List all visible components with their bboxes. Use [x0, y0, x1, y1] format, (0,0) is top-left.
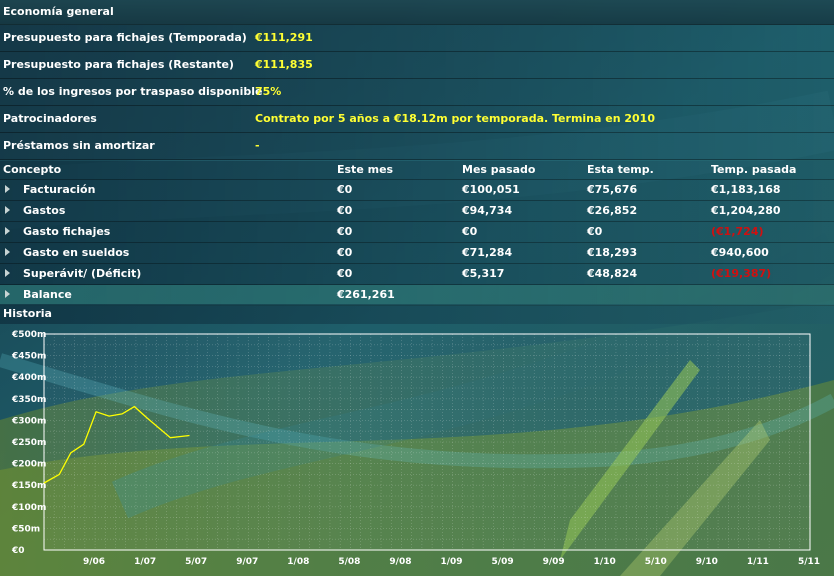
section-header-history: Historia — [0, 304, 834, 324]
cell-value: €5,317 — [462, 267, 505, 280]
balance-row[interactable]: Balance €261,261 — [0, 285, 834, 306]
col-header-last-season[interactable]: Temp. pasada — [711, 163, 797, 176]
finance-row[interactable]: Gasto fichajes €0 €0 €0 (€1,724) — [0, 222, 834, 243]
row-label: Presupuesto para fichajes (Restante) — [3, 58, 234, 71]
y-tick-label: €50m — [11, 524, 40, 534]
finance-row[interactable]: Gasto en sueldos €0 €71,284 €18,293 €940… — [0, 243, 834, 264]
expand-arrow-icon[interactable] — [5, 269, 10, 277]
row-label: % de los ingresos por traspaso disponibl… — [3, 85, 263, 98]
x-tick-label: 1/09 — [440, 557, 462, 567]
row-value: - — [255, 139, 260, 152]
expand-arrow-icon[interactable] — [5, 206, 10, 214]
x-tick-label: 1/07 — [134, 557, 156, 567]
y-tick-label: €500m — [11, 330, 46, 340]
x-tick-label: 9/08 — [389, 557, 411, 567]
concept-label: Facturación — [23, 183, 96, 196]
col-header-this-season[interactable]: Esta temp. — [587, 163, 654, 176]
cell-value: €18,293 — [587, 246, 638, 259]
x-tick-label: 5/08 — [338, 557, 360, 567]
expand-arrow-icon[interactable] — [5, 290, 10, 298]
general-row: Presupuesto para fichajes (Restante) €11… — [0, 52, 834, 79]
y-tick-label: €0 — [11, 546, 25, 556]
cell-value: €100,051 — [462, 183, 520, 196]
concept-label: Gasto fichajes — [23, 225, 111, 238]
cell-value: €94,734 — [462, 204, 513, 217]
x-tick-label: 5/10 — [645, 557, 667, 567]
cell-value: €0 — [337, 246, 353, 259]
cell-value: €940,600 — [711, 246, 769, 259]
cell-value: €71,284 — [462, 246, 513, 259]
cell-value: €1,183,168 — [711, 183, 781, 196]
cell-value-negative: (€19,387) — [711, 267, 772, 280]
expand-arrow-icon[interactable] — [5, 248, 10, 256]
finance-row[interactable]: Superávit/ (Déficit) €0 €5,317 €48,824 (… — [0, 264, 834, 285]
history-chart-svg: €0 €50m €100m €150m €200m €250m €300m €350m €400… — [11, 330, 820, 567]
x-tick-label: 1/08 — [287, 557, 309, 567]
x-tick-label: 5/07 — [185, 557, 207, 567]
history-chart: €0 €50m €100m €150m €200m €250m €300m €350m €400… — [0, 324, 834, 576]
cell-value-negative: (€1,724) — [711, 225, 764, 238]
cell-value: €0 — [337, 225, 353, 238]
y-tick-label: €250m — [11, 438, 46, 448]
row-value: €111,835 — [255, 58, 313, 71]
y-tick-label: €350m — [11, 395, 46, 405]
cell-value: €0 — [337, 183, 353, 196]
finance-header-row: Concepto Este mes Mes pasado Esta temp. … — [0, 161, 834, 180]
x-tick-label: 9/09 — [543, 557, 565, 567]
x-tick-label: 1/10 — [594, 557, 616, 567]
cell-value: €26,852 — [587, 204, 638, 217]
expand-arrow-icon[interactable] — [5, 185, 10, 193]
cell-value: €48,824 — [587, 267, 638, 280]
cell-value: €0 — [587, 225, 603, 238]
finance-row[interactable]: Facturación €0 €100,051 €75,676 €1,183,1… — [0, 180, 834, 201]
finance-row[interactable]: Gastos €0 €94,734 €26,852 €1,204,280 — [0, 201, 834, 222]
plot-area — [43, 333, 811, 551]
row-value: €111,291 — [255, 31, 313, 44]
y-tick-label: €450m — [11, 352, 46, 362]
y-tick-label: €100m — [11, 503, 46, 513]
x-tick-label: 5/11 — [798, 557, 820, 567]
y-tick-label: €150m — [11, 481, 46, 491]
row-label: Préstamos sin amortizar — [3, 139, 155, 152]
x-tick-label: 5/09 — [492, 557, 514, 567]
col-header-this-month[interactable]: Este mes — [337, 163, 394, 176]
cell-value: €0 — [337, 267, 353, 280]
y-tick-label: €200m — [11, 460, 46, 470]
general-row: % de los ingresos por traspaso disponibl… — [0, 79, 834, 106]
cell-value: €0 — [462, 225, 478, 238]
col-header-concept[interactable]: Concepto — [3, 163, 62, 176]
row-label: Patrocinadores — [3, 112, 97, 125]
section-header-general: Economía general — [0, 0, 834, 25]
x-tick-label: 9/10 — [696, 557, 718, 567]
concept-label: Gasto en sueldos — [23, 246, 130, 259]
finance-table: Concepto Este mes Mes pasado Esta temp. … — [0, 161, 834, 306]
balance-label: Balance — [23, 288, 72, 301]
x-tick-label: 1/11 — [747, 557, 769, 567]
cell-value: €1,204,280 — [711, 204, 781, 217]
expand-arrow-icon[interactable] — [5, 227, 10, 235]
general-row: Préstamos sin amortizar - — [0, 133, 834, 160]
general-row: Presupuesto para fichajes (Temporada) €1… — [0, 25, 834, 52]
y-tick-label: €400m — [11, 373, 46, 383]
x-tick-label: 9/07 — [236, 557, 258, 567]
y-tick-label: €300m — [11, 416, 46, 426]
concept-label: Superávit/ (Déficit) — [23, 267, 142, 280]
row-label: Presupuesto para fichajes (Temporada) — [3, 31, 247, 44]
x-tick-label: 9/06 — [83, 557, 105, 567]
row-value: 75% — [255, 85, 282, 98]
row-value: Contrato por 5 años a €18.12m por tempor… — [255, 112, 655, 125]
cell-value: €0 — [337, 204, 353, 217]
cell-value: €75,676 — [587, 183, 638, 196]
concept-label: Gastos — [23, 204, 66, 217]
balance-value: €261,261 — [337, 288, 395, 301]
general-row: Patrocinadores Contrato por 5 años a €18… — [0, 106, 834, 133]
col-header-last-month[interactable]: Mes pasado — [462, 163, 536, 176]
series-line — [43, 405, 190, 484]
